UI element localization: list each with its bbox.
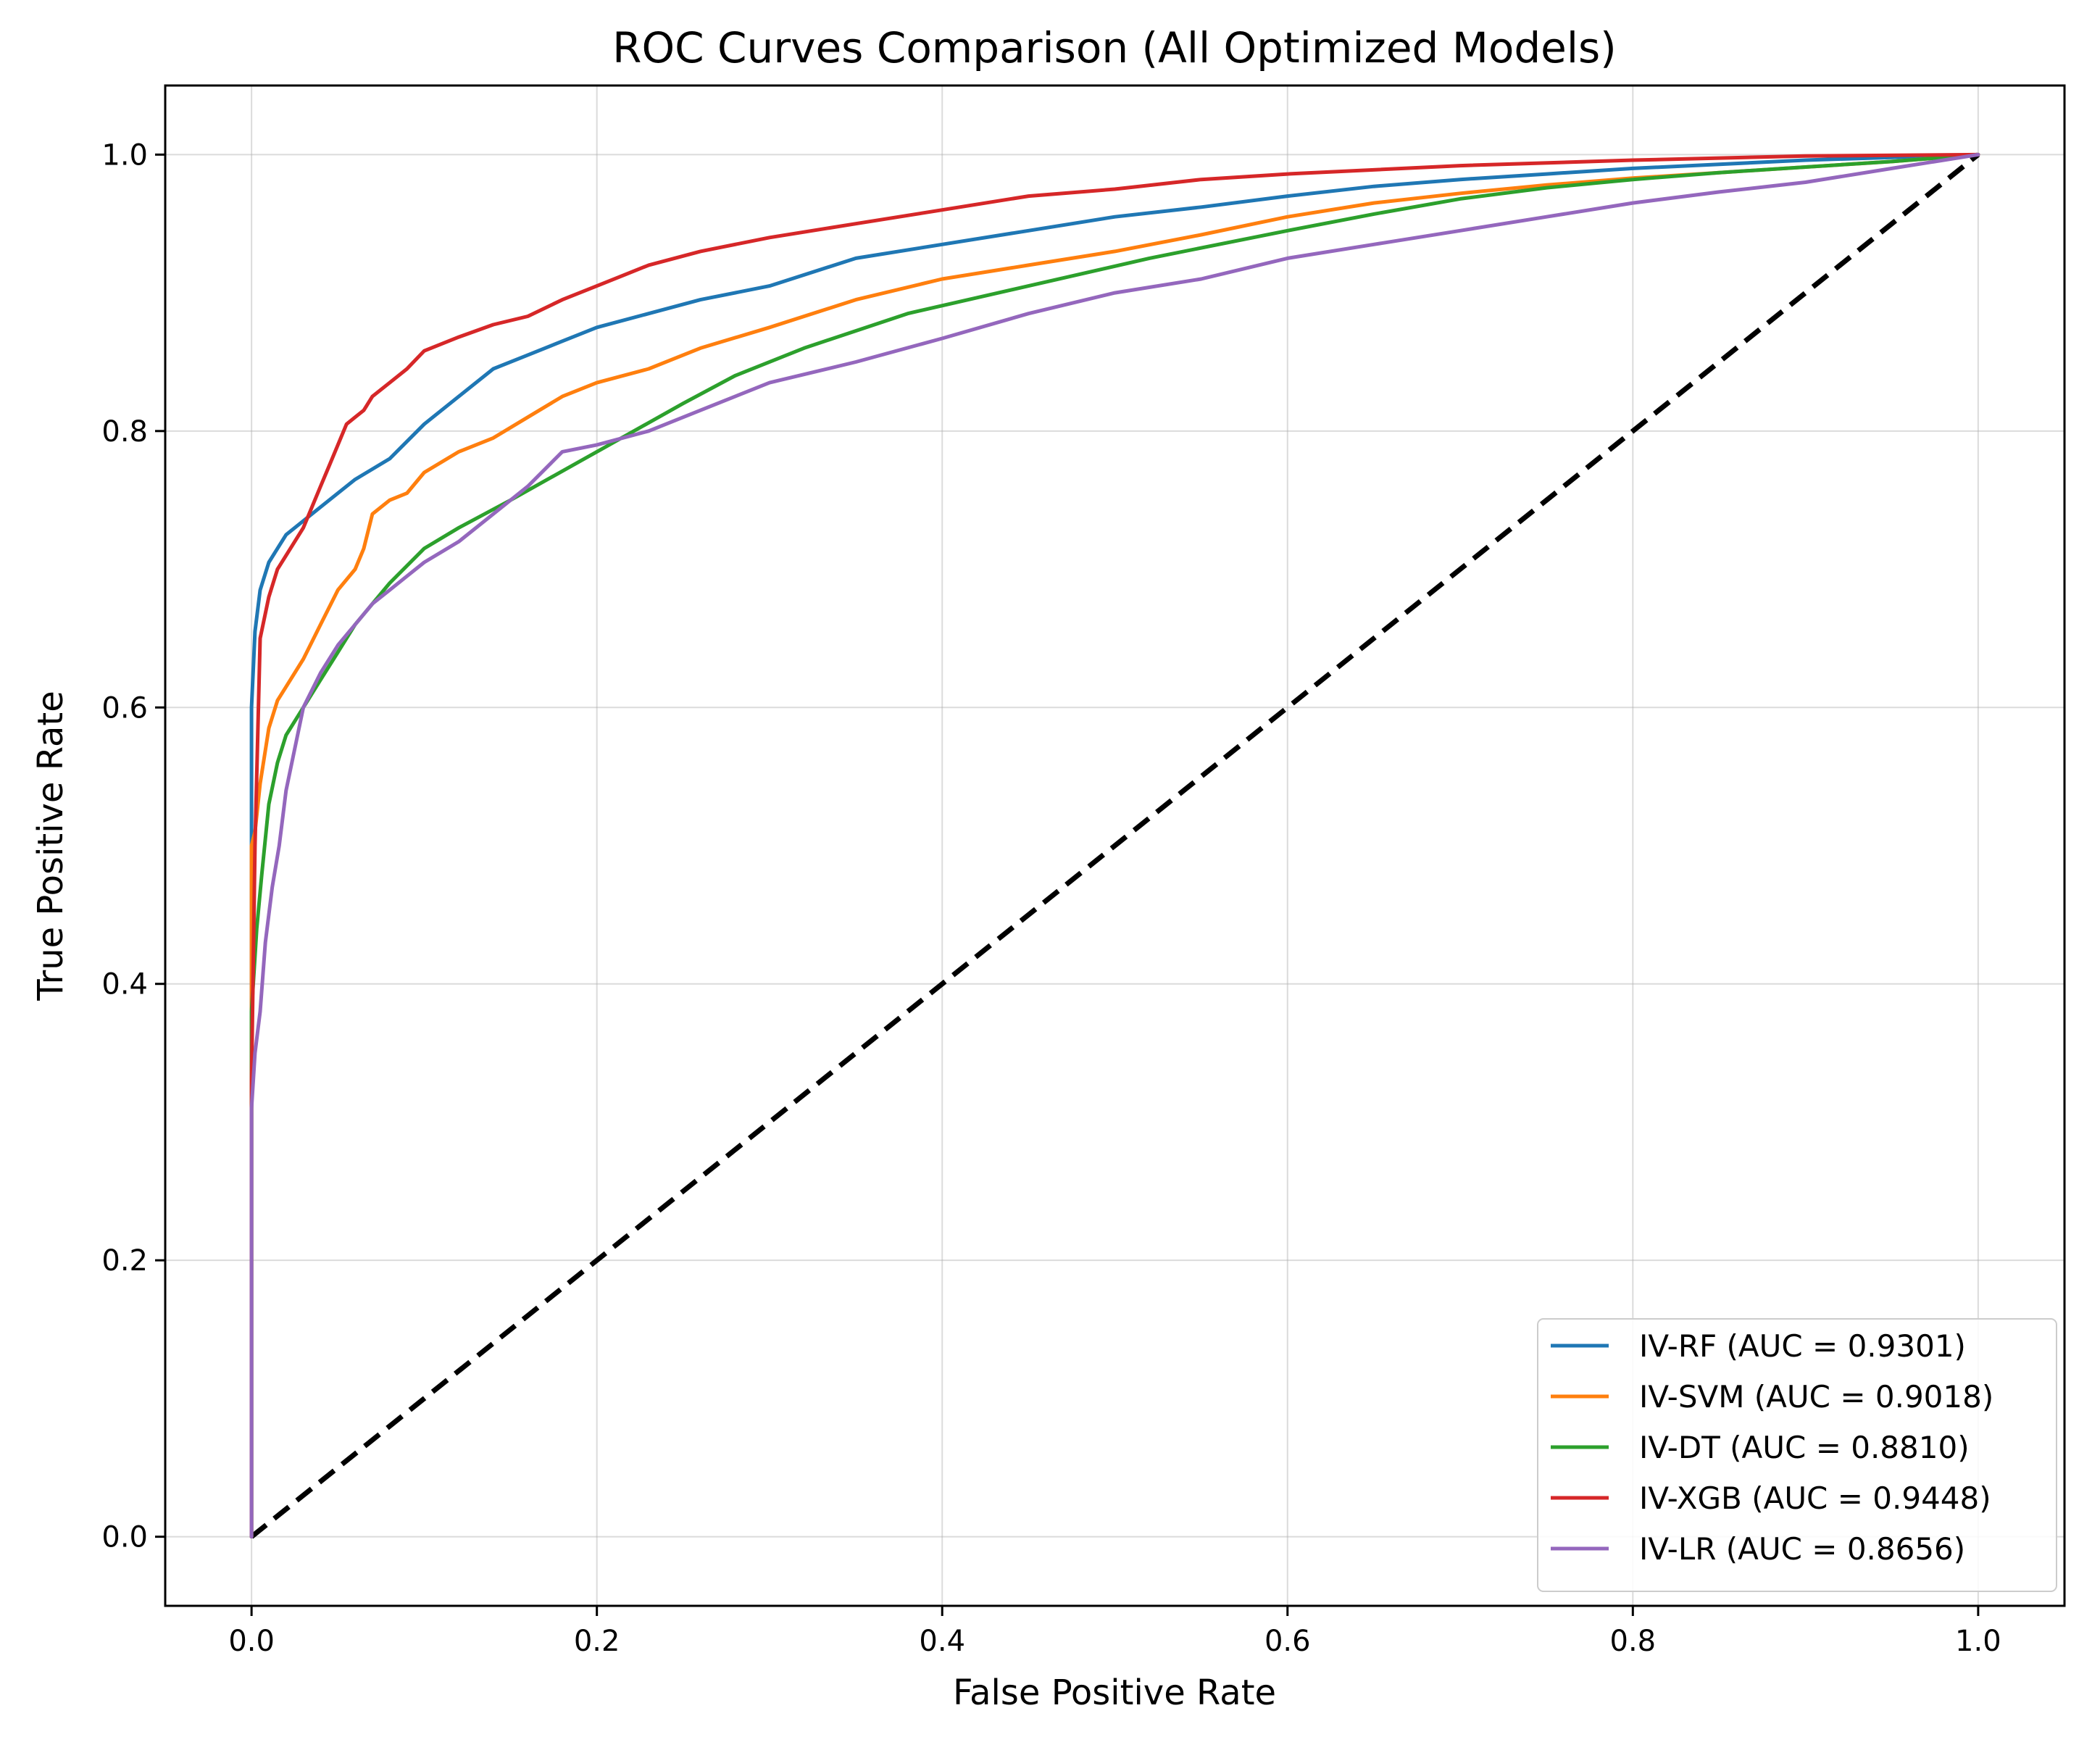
legend: IV-RF (AUC = 0.9301) IV-SVM (AUC = 0.9018… (1537, 1318, 2057, 1592)
series-group (249, 152, 1980, 1539)
series-line-iv-dt (249, 152, 1980, 1539)
y-tick-label: 0.4 (101, 968, 148, 1001)
legend-label-iv-dt: IV-DT (AUC = 0.8810) (1639, 1430, 1970, 1465)
y-tick-label: 0.2 (101, 1244, 148, 1278)
series-line-iv-svm (249, 152, 1980, 1539)
legend-label-iv-xgb: IV-XGB (AUC = 0.9448) (1639, 1480, 1991, 1516)
x-tick-label: 0.4 (919, 1625, 965, 1658)
legend-items: IV-RF (AUC = 0.9301) IV-SVM (AUC = 0.9018… (1551, 1328, 1993, 1567)
legend-label-iv-svm: IV-SVM (AUC = 0.9018) (1639, 1379, 1993, 1415)
axis-ticks: 0.0 0.2 0.4 0.6 0.8 1.0 0.0 0.2 0.4 0.6 0.8 1.0 (101, 138, 2001, 1658)
x-tick-label: 0.6 (1264, 1625, 1311, 1658)
y-axis-label: True Positive Rate (30, 691, 71, 1001)
x-axis-label: False Positive Rate (953, 1673, 1276, 1713)
diagonal-reference (249, 152, 1980, 1539)
x-tick-label: 0.8 (1610, 1625, 1657, 1658)
x-tick-label: 1.0 (1955, 1625, 2001, 1658)
series-line-iv-rf (249, 152, 1980, 1539)
x-tick-label: 0.2 (574, 1625, 620, 1658)
series-line-iv-xgb (249, 152, 1980, 1539)
plot-frame (164, 84, 2066, 1607)
y-tick-label: 0.8 (101, 415, 148, 449)
y-tick-label: 0.6 (101, 691, 148, 725)
y-tick-label: 1.0 (101, 138, 148, 172)
chart-title: ROC Curves Comparison (All Optimized Mod… (612, 23, 1617, 72)
y-tick-label: 0.0 (101, 1521, 148, 1554)
legend-box (1537, 1318, 2057, 1592)
series-line-iv-lr (249, 152, 1980, 1539)
diagonal-chance-line (249, 152, 1980, 1539)
x-tick-label: 0.0 (228, 1625, 275, 1658)
legend-label-iv-rf: IV-RF (AUC = 0.9301) (1639, 1328, 1966, 1364)
legend-label-iv-lr: IV-LR (AUC = 0.8656) (1639, 1531, 1965, 1567)
